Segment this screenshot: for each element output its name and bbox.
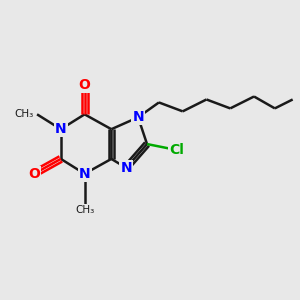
Text: N: N: [79, 167, 90, 181]
Text: CH₃: CH₃: [15, 109, 34, 119]
Text: N: N: [120, 161, 132, 175]
Text: Cl: Cl: [169, 143, 184, 157]
Text: N: N: [132, 110, 144, 124]
Text: O: O: [79, 78, 91, 92]
Text: CH₃: CH₃: [75, 205, 94, 215]
Text: O: O: [28, 167, 40, 181]
Text: N: N: [55, 122, 67, 136]
